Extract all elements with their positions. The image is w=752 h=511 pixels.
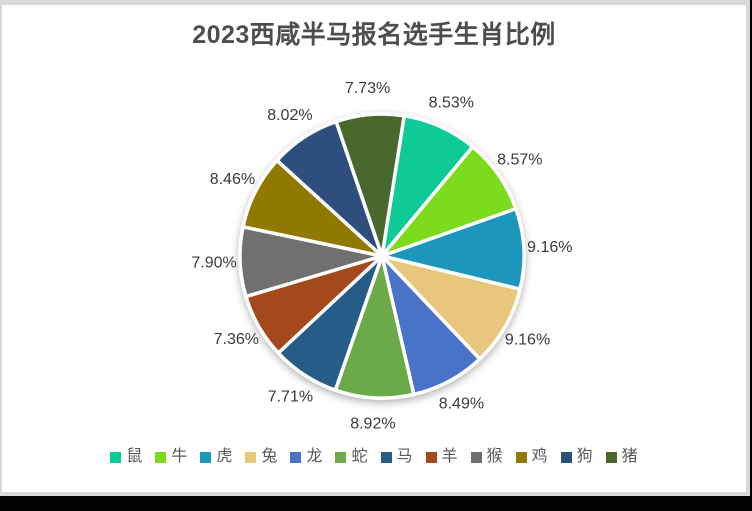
legend-swatch-icon (155, 451, 167, 463)
legend-item-3[interactable]: 兔 (245, 449, 277, 465)
pie-slice-label: 8.57% (497, 152, 542, 169)
pie-slice-label: 9.16% (505, 332, 550, 349)
legend-label: 鸡 (531, 448, 548, 465)
legend-label: 虎 (216, 448, 233, 465)
pie-slice-label: 7.71% (268, 388, 313, 405)
pie-slice-label: 7.90% (191, 254, 236, 271)
legend-item-4[interactable]: 龙 (290, 449, 322, 465)
legend-label: 猪 (621, 448, 638, 465)
chart-card: 2023西咸半马报名选手生肖比例 8.53% 8.57% 9.16% 9.16% 8.4… (0, 0, 750, 496)
pie-slice-11[interactable] (334, 112, 406, 258)
legend-label: 龙 (306, 448, 323, 465)
legend-swatch-icon (200, 451, 212, 463)
legend-swatch-icon (110, 451, 122, 463)
legend-swatch-icon (425, 451, 437, 463)
legend-item-7[interactable]: 羊 (425, 448, 458, 465)
legend-label: 兔 (261, 448, 278, 465)
legend-item-9[interactable]: 鸡 (515, 448, 548, 465)
pie-slice-label: 7.36% (214, 331, 259, 348)
legend-swatch-icon (290, 451, 302, 463)
chart-legend: 鼠牛虎兔龙蛇马羊猴鸡狗猪 (2, 449, 746, 465)
legend-swatch-icon (335, 451, 347, 463)
legend-label: 牛 (171, 448, 188, 465)
legend-item-5[interactable]: 蛇 (335, 448, 368, 465)
pie-slice-label: 7.73% (345, 80, 390, 97)
legend-swatch-icon (380, 451, 392, 463)
legend-swatch-icon (470, 451, 482, 463)
pie-labels-group: 8.53% 8.57% 9.16% 9.16% 8.49% 8.92% 7.71% 7.36%… (191, 80, 572, 432)
legend-label: 羊 (441, 448, 458, 465)
legend-swatch-icon (605, 451, 617, 463)
pie-slice-label: 8.46% (210, 171, 255, 188)
pie-slice-label: 8.53% (429, 94, 474, 111)
legend-item-1[interactable]: 牛 (155, 449, 187, 465)
chart-title: 2023西咸半马报名选手生肖比例 (192, 21, 556, 49)
legend-item-8[interactable]: 猴 (470, 448, 503, 465)
legend-swatch-icon (245, 451, 257, 463)
legend-swatch-icon (515, 451, 527, 463)
pie-slice-label: 8.92% (350, 415, 395, 432)
legend-label: 猴 (486, 448, 503, 465)
pie-chart: 8.53% 8.57% 9.16% 9.16% 8.49% 8.92% 7.71% 7.36%… (191, 80, 572, 432)
pie-slice-label: 8.49% (439, 396, 484, 413)
legend-item-10[interactable]: 狗 (560, 448, 593, 465)
legend-label: 蛇 (351, 448, 368, 465)
pie-slice-label: 8.02% (267, 107, 312, 124)
pie-slices-group (238, 112, 526, 400)
legend-item-11[interactable]: 猪 (605, 448, 638, 465)
legend-item-2[interactable]: 虎 (200, 449, 232, 465)
legend-item-6[interactable]: 马 (380, 448, 413, 465)
legend-label: 马 (396, 448, 413, 465)
legend-label: 狗 (576, 448, 593, 465)
pie-slice-label: 9.16% (527, 239, 572, 256)
legend-swatch-icon (560, 451, 572, 463)
legend-item-0[interactable]: 鼠 (110, 449, 142, 465)
legend-label: 鼠 (126, 448, 143, 465)
